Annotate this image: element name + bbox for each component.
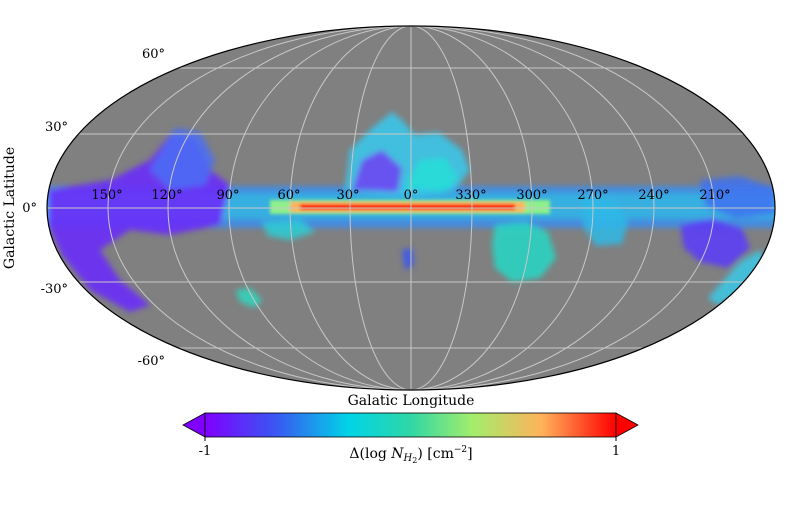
central-clouds-purple <box>352 150 402 192</box>
cbar-label-sub: H <box>403 453 413 464</box>
lon-label: 330° <box>455 188 486 203</box>
southern-clouds-right <box>492 222 556 282</box>
latitude-labels: 60° 30° 0° -30° -60° <box>22 47 165 369</box>
orion-region <box>680 218 750 268</box>
lon-label: 270° <box>577 188 608 203</box>
lat-label: -30° <box>41 282 68 297</box>
cbar-label-var: N <box>390 446 404 462</box>
southern-patch-center <box>262 220 315 240</box>
colorbar-max-label: 1 <box>612 444 620 459</box>
lon-label: 30° <box>336 188 359 203</box>
meridian-line <box>349 26 473 390</box>
meridian-line <box>167 26 655 390</box>
colorbar-label: Δ(log NH2) [cm−2] <box>349 445 472 465</box>
lon-label: 60° <box>277 188 300 203</box>
lon-label: 300° <box>516 188 547 203</box>
map-outline <box>46 25 776 391</box>
colorbar-extend-max <box>615 412 639 438</box>
lat-label: -60° <box>138 354 165 369</box>
ridge-red <box>300 204 515 210</box>
lat-label: 0° <box>22 201 37 216</box>
cbar-label-exp: −2 <box>454 445 467 455</box>
southern-arc-right <box>708 250 770 305</box>
x-axis-label: Galatic Longitude <box>348 393 475 409</box>
cbar-label-delta: Δ(log <box>349 446 391 462</box>
meridian-line <box>228 26 594 390</box>
central-clouds-cyan <box>405 158 458 192</box>
lon-label: 0° <box>404 188 419 203</box>
colorbar: -1 1 Δ(log NH2) [cm−2] <box>182 412 639 465</box>
lat-label: 30° <box>45 120 68 135</box>
lon-label: 90° <box>216 188 239 203</box>
lat-label: 60° <box>142 47 165 62</box>
cbar-label-units-close: ] <box>467 446 472 462</box>
meridian-line <box>289 26 533 390</box>
cbar-label-close: ) <box>417 446 422 462</box>
lon-label: 210° <box>699 188 730 203</box>
cbar-label-units: [cm <box>423 446 454 462</box>
colorbar-extend-min <box>182 412 206 438</box>
cbar-label-subsub: 2 <box>412 456 417 465</box>
lon-label: 120° <box>151 188 182 203</box>
colorbar-gradient <box>204 412 617 438</box>
lon-label: 150° <box>91 188 122 203</box>
y-axis-label: Galactic Latitude <box>2 147 18 269</box>
colorbar-min-label: -1 <box>199 444 212 459</box>
meridian-line <box>107 26 715 390</box>
chamaeleon-region <box>582 198 628 246</box>
longitude-labels: 150° 120° 90° 60° 30° 0° 330° 300° 270° … <box>91 188 730 203</box>
lon-label: 240° <box>638 188 669 203</box>
perseus-region <box>150 128 215 190</box>
